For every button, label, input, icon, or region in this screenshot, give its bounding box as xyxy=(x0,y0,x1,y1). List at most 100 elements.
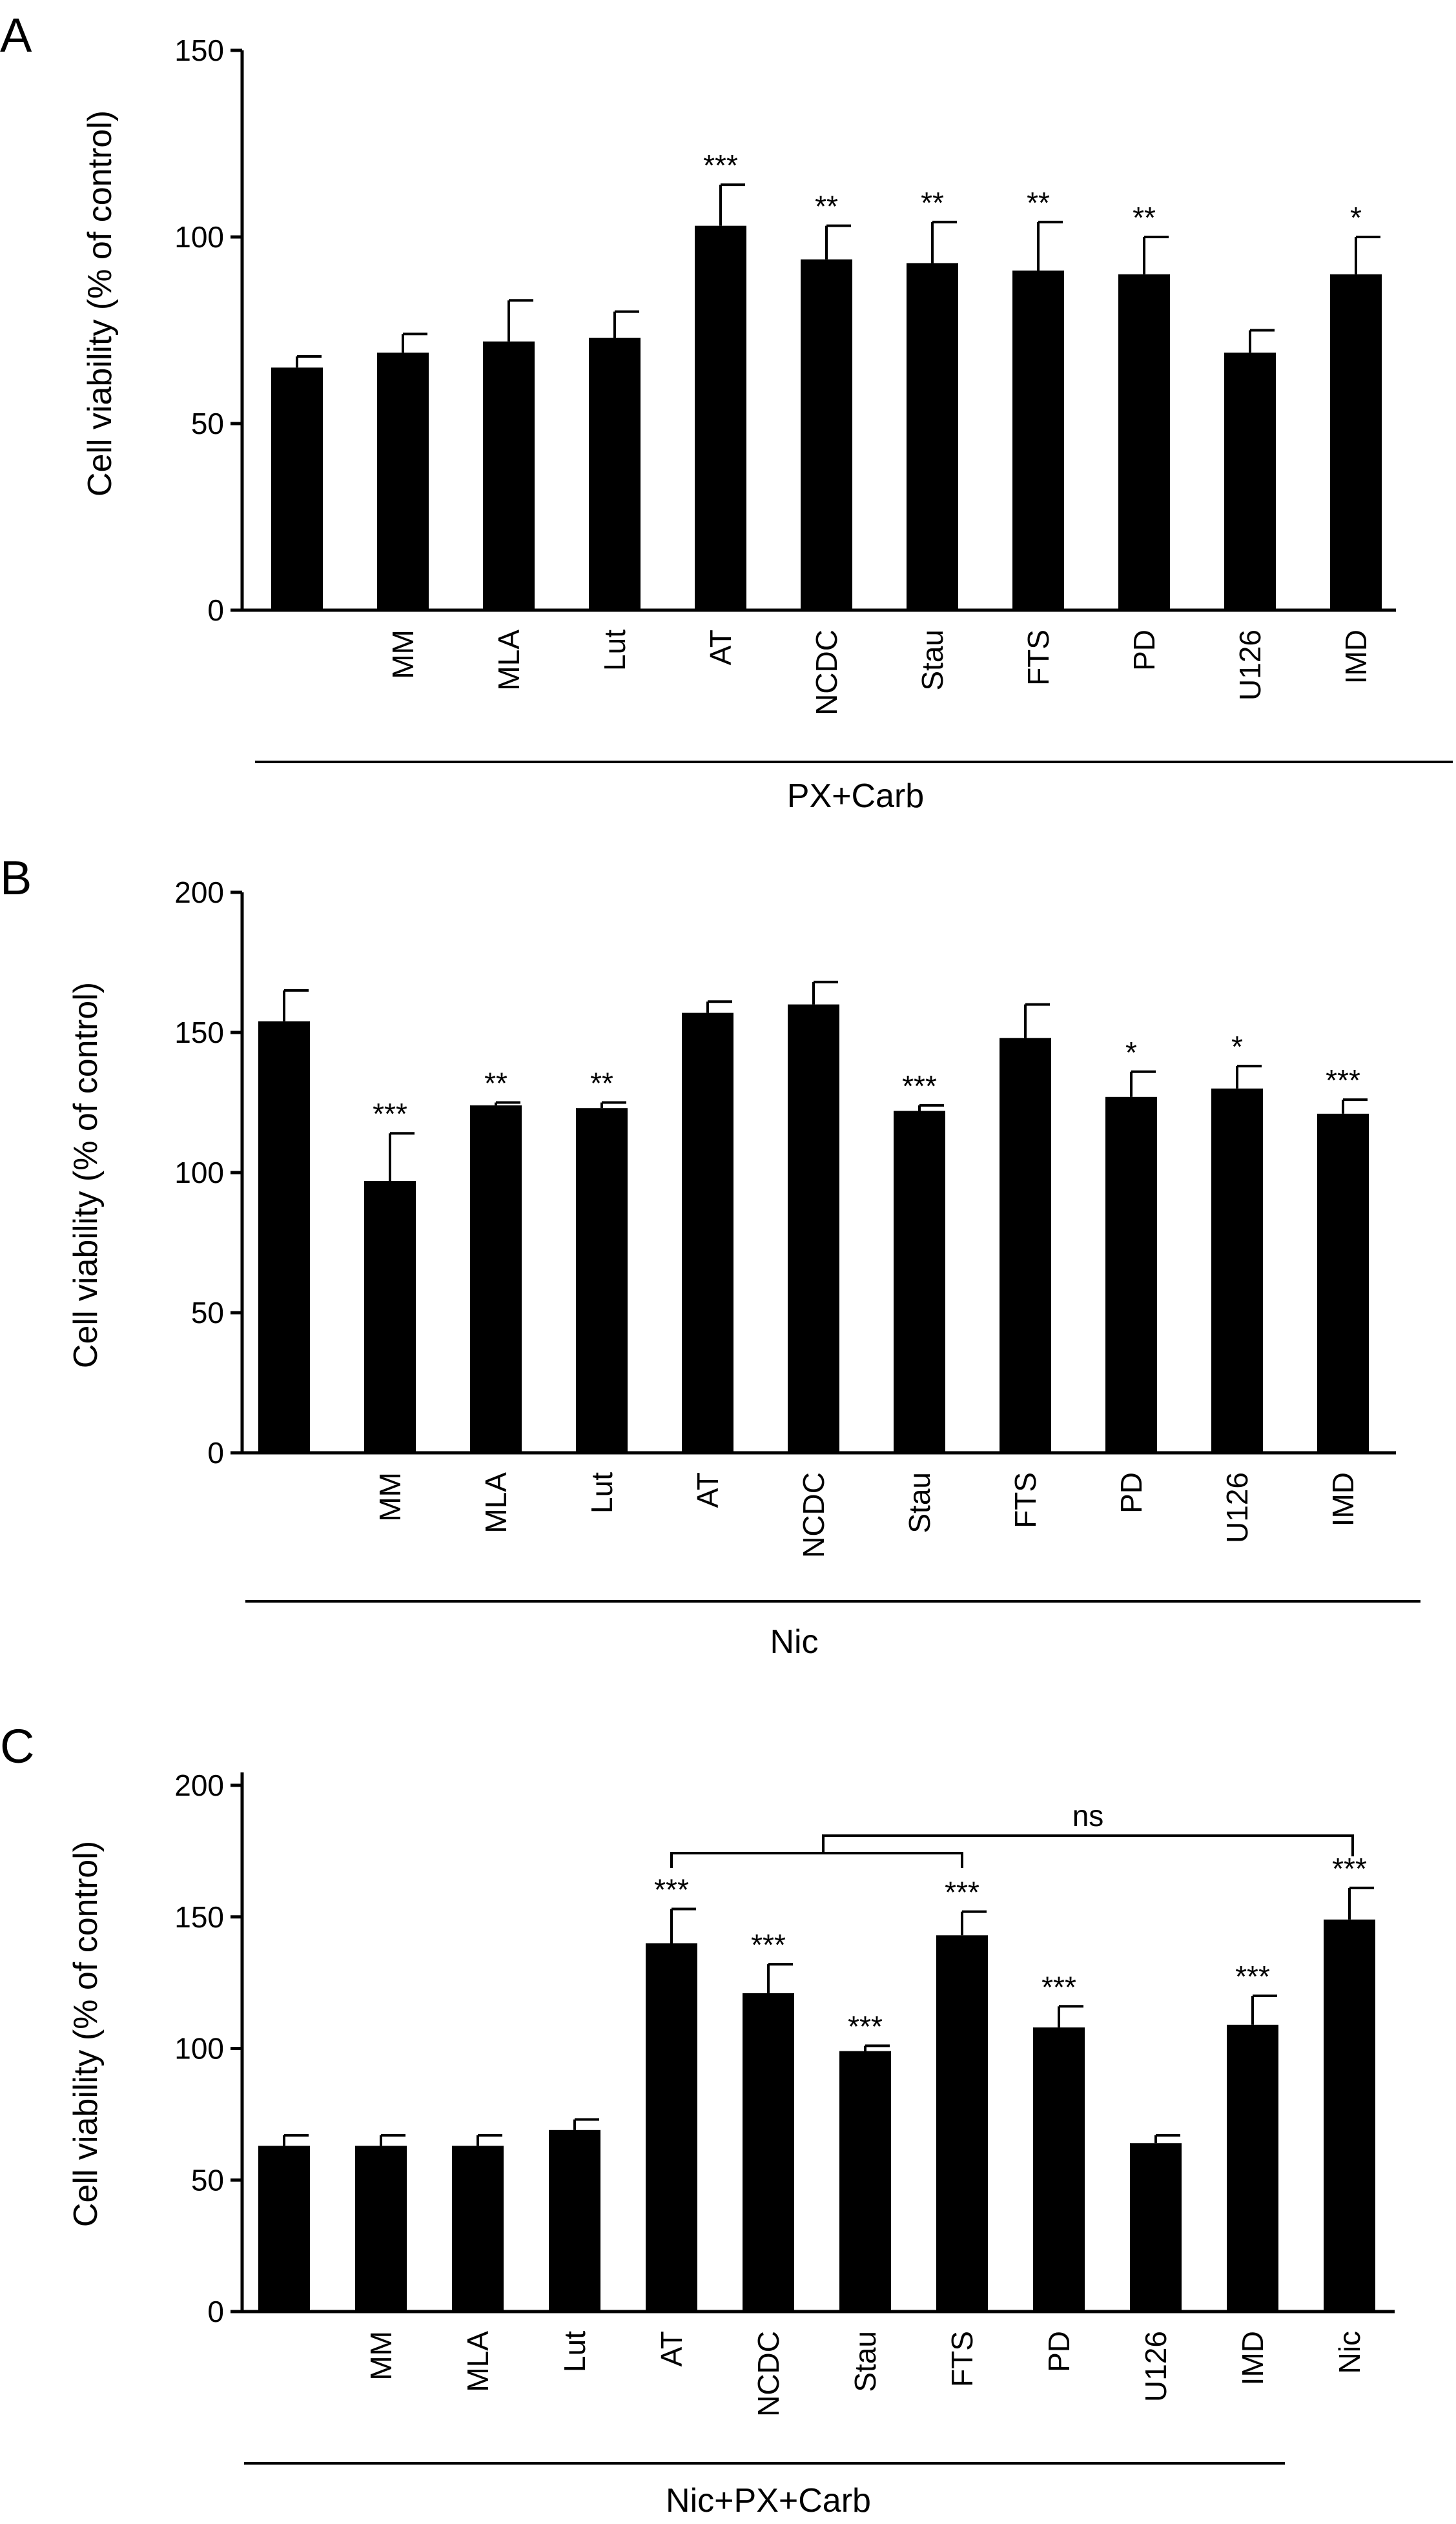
category-label: MM xyxy=(364,2331,398,2381)
y-tick-label: 50 xyxy=(191,2163,224,2197)
category-label: AT xyxy=(691,1472,724,1508)
panel-a-category-labels: MM MLA Lut AT NCDC Stau FTS PD U126 IMD xyxy=(386,630,1373,715)
bar xyxy=(1317,1113,1369,1453)
category-label: MLA xyxy=(492,630,526,691)
panel-c-significance: *** *** *** *** *** *** *** xyxy=(654,1852,1367,2044)
panel-b-ylabel: Cell viability (% of control) xyxy=(67,982,105,1368)
significance-label: * xyxy=(1350,201,1362,234)
panel-b-category-labels: MM MLA Lut AT NCDC Stau FTS PD U126 IMD xyxy=(373,1472,1360,1558)
category-label: FTS xyxy=(1021,630,1055,686)
significance-label: *** xyxy=(945,1876,979,1909)
bar xyxy=(355,2146,407,2312)
bar xyxy=(1130,2143,1182,2312)
significance-label: *** xyxy=(654,1873,689,1907)
significance-label: *** xyxy=(1041,1970,1076,2004)
panel-a-bars xyxy=(271,225,1382,611)
bar xyxy=(1324,1919,1375,2312)
bar xyxy=(589,338,641,610)
bar xyxy=(788,1004,839,1453)
y-tick-label: 50 xyxy=(191,407,224,440)
bar xyxy=(1211,1088,1263,1453)
bracket-at-fts xyxy=(670,1852,963,1868)
bar xyxy=(1227,2024,1278,2312)
y-tick-label: 0 xyxy=(207,1436,224,1470)
y-tick-label: 200 xyxy=(174,1769,224,1802)
bar xyxy=(646,1943,697,2312)
bar xyxy=(1118,274,1170,610)
panel-b-bars xyxy=(258,1004,1369,1453)
bar xyxy=(1033,2027,1085,2312)
category-label: NCDC xyxy=(797,1472,830,1558)
panel-a: A Cell viability (% of control) 0 50 100 15… xyxy=(0,8,1453,815)
y-tick-label: 0 xyxy=(207,593,224,627)
bar xyxy=(258,1021,310,1453)
y-tick-label: 150 xyxy=(174,1016,224,1049)
bar xyxy=(364,1181,416,1453)
ns-label: ns xyxy=(1072,1799,1104,1832)
bar xyxy=(907,263,958,611)
bar xyxy=(1012,271,1064,610)
category-label: IMD xyxy=(1326,1472,1360,1526)
bar xyxy=(1000,1038,1051,1453)
category-label: MLA xyxy=(461,2331,495,2392)
panel-a-letter: A xyxy=(0,8,32,62)
y-tick-label: 100 xyxy=(174,220,224,254)
category-label: PD xyxy=(1127,630,1161,671)
panel-a-ylabel: Cell viability (% of control) xyxy=(81,110,119,497)
category-label: Stau xyxy=(903,1472,936,1534)
bar xyxy=(695,225,746,610)
category-label: MLA xyxy=(479,1472,513,1534)
y-tick-label: 50 xyxy=(191,1296,224,1329)
panel-c: C Cell viability (% of control) 0 50 100 15… xyxy=(0,1719,1395,2519)
significance-label: ** xyxy=(815,190,838,223)
category-label: NCDC xyxy=(810,630,843,715)
bar xyxy=(258,2146,310,2312)
bar xyxy=(576,1108,628,1453)
panel-c-bars xyxy=(258,1919,1375,2312)
panel-c-group-label: Nic+PX+Carb xyxy=(666,2482,871,2519)
significance-label: *** xyxy=(1326,1063,1360,1097)
bar xyxy=(839,2051,891,2312)
category-label: PD xyxy=(1114,1472,1148,1513)
significance-label: * xyxy=(1125,1036,1137,1069)
y-tick-label: 150 xyxy=(174,1900,224,1934)
category-label: Lut xyxy=(558,2331,591,2372)
significance-label: *** xyxy=(902,1069,937,1103)
significance-label: *** xyxy=(373,1097,407,1131)
y-tick-label: 100 xyxy=(174,2032,224,2066)
significance-label: ** xyxy=(921,186,944,220)
category-label: IMD xyxy=(1236,2331,1269,2385)
bar xyxy=(271,367,323,610)
category-label: MM xyxy=(386,630,420,679)
significance-label: *** xyxy=(1332,1852,1367,1885)
category-label: Lut xyxy=(585,1472,619,1513)
bar xyxy=(483,341,535,610)
y-tick-label: 150 xyxy=(174,34,224,67)
bar xyxy=(801,259,852,610)
bar xyxy=(377,353,429,610)
panel-c-ns-bracket: ns xyxy=(670,1799,1354,1868)
significance-label: * xyxy=(1231,1030,1243,1063)
panel-c-letter: C xyxy=(0,1719,34,1773)
bar xyxy=(743,1993,794,2312)
panel-c-y-ticks: 0 50 100 150 200 xyxy=(174,1769,242,2328)
category-label: U126 xyxy=(1220,1472,1254,1543)
significance-label: ** xyxy=(1027,186,1050,220)
bar xyxy=(1224,353,1276,610)
bar xyxy=(682,1012,733,1453)
panel-b-letter: B xyxy=(0,851,32,905)
category-label: PD xyxy=(1042,2331,1076,2372)
category-label: NCDC xyxy=(752,2331,785,2417)
bracket-to-nic xyxy=(822,1834,1354,1856)
panel-c-category-labels: MM MLA Lut AT NCDC Stau FTS PD U126 IMD Nic xyxy=(364,2331,1366,2417)
significance-label: ** xyxy=(590,1067,613,1100)
panel-a-significance: ***** ** ** ** * xyxy=(703,149,1362,234)
panel-b-significance: ***** ** **** **** xyxy=(373,1030,1360,1131)
panel-b-group-label: Nic xyxy=(770,1623,818,1661)
category-label: Stau xyxy=(848,2331,882,2392)
category-label: Stau xyxy=(916,630,949,691)
category-label: FTS xyxy=(1009,1472,1042,1528)
y-tick-label: 200 xyxy=(174,876,224,909)
category-label: U126 xyxy=(1139,2331,1173,2402)
